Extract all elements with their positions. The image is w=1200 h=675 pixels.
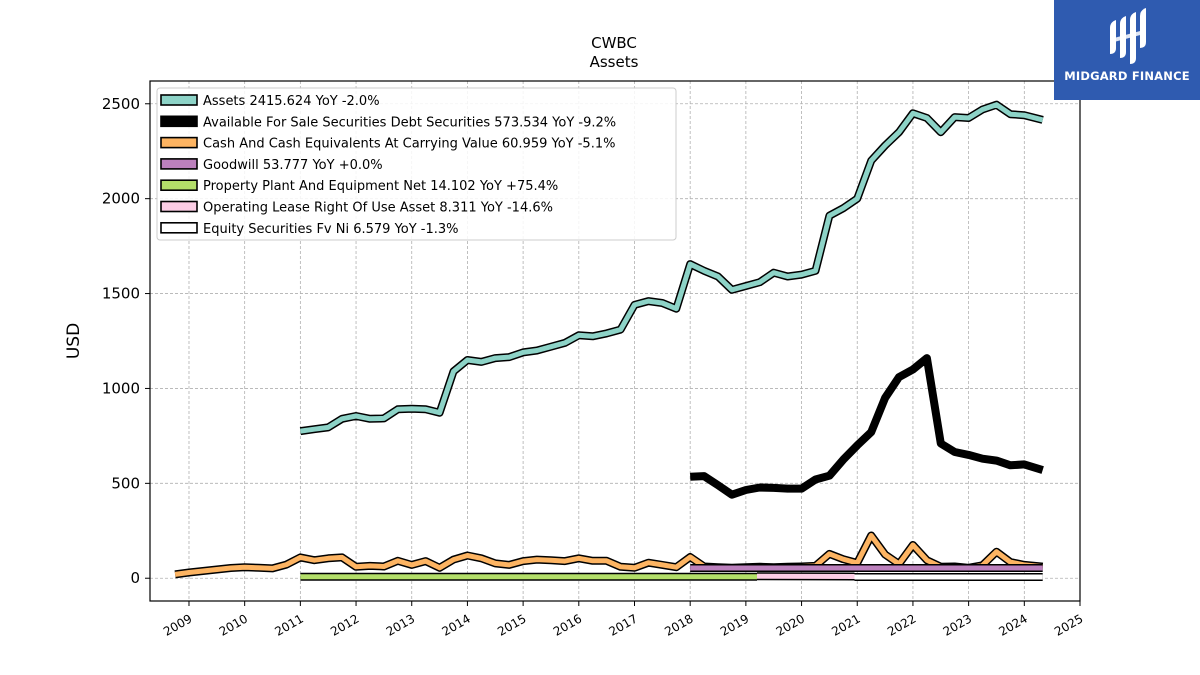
legend-box: [156, 87, 677, 241]
legend-label-assets: Assets 2415.624 YoY -2.0%: [203, 94, 380, 109]
x-tick-label: 2021: [829, 611, 862, 638]
x-tick-label: 2012: [328, 611, 361, 638]
legend-swatch-equity-securities-fv-ni: [160, 222, 198, 234]
plot-frame: [149, 80, 1081, 602]
x-tick-label: 2025: [1052, 611, 1085, 638]
legend-label-equity-securities-fv-ni: Equity Securities Fv Ni 6.579 YoY -1.3%: [203, 222, 459, 237]
x-tick-label: 2020: [774, 611, 807, 638]
x-tick-label: 2009: [161, 611, 194, 638]
x-tick-label: 2017: [607, 611, 640, 638]
series-line-assets: [300, 102, 1044, 434]
x-tick-label: 2011: [272, 611, 305, 638]
series-line-available-for-sale-securities-debt-securities: [690, 354, 1044, 499]
y-tick-label: 1000: [102, 379, 140, 397]
x-tick-label: 2018: [662, 611, 695, 638]
legend-swatch-cash-and-cash-equivalents-at-carrying-value: [160, 136, 198, 149]
x-tick-label: 2010: [217, 611, 250, 638]
y-tick-label: 2000: [102, 190, 140, 208]
chart-title: CWBC: [591, 34, 637, 52]
legend-swatch-operating-lease-right-of-use-asset: [160, 200, 198, 213]
legend-swatch-assets: [160, 94, 198, 106]
series-line-cash-and-cash-equivalents-at-carrying-value: [174, 533, 1043, 577]
legend-swatch-property-plant-and-equipment-net: [160, 179, 198, 191]
legend-label-cash-and-cash-equivalents-at-carrying-value: Cash And Cash Equivalents At Carrying Va…: [203, 137, 615, 152]
chart-subtitle: Assets: [590, 53, 639, 71]
x-tick-label: 2022: [885, 611, 918, 638]
legend-label-goodwill: Goodwill 53.777 YoY +0.0%: [203, 158, 383, 173]
x-tick-label: 2014: [439, 611, 472, 638]
legend: Assets 2415.624 YoY -2.0% Available For S…: [156, 87, 677, 241]
x-tick-label: 2015: [495, 611, 528, 638]
brand-name: MIDGARD FINANCE: [1064, 69, 1190, 83]
y-tick-label: 1500: [102, 285, 140, 303]
series-layer: [174, 100, 1044, 581]
x-tick-label: 2024: [996, 611, 1029, 638]
y-axis-label: USD: [64, 323, 84, 359]
x-tick-label: 2019: [718, 611, 751, 638]
legend-swatch-goodwill: [160, 158, 198, 170]
brand-mark-icon: [1110, 8, 1146, 64]
y-tick-label: 0: [130, 569, 140, 587]
legend-swatch-available-for-sale-securities-debt-securities: [160, 115, 198, 128]
legend-label-available-for-sale-securities-debt-securities: Available For Sale Securities Debt Secur…: [203, 115, 616, 130]
x-tick-label: 2023: [941, 611, 974, 638]
y-tick-label: 2500: [102, 95, 140, 113]
x-tick-label: 2016: [551, 611, 584, 638]
legend-label-operating-lease-right-of-use-asset: Operating Lease Right Of Use Asset 8.311…: [203, 201, 553, 216]
y-tick-label: 500: [111, 474, 140, 492]
legend-label-property-plant-and-equipment-net: Property Plant And Equipment Net 14.102 …: [203, 179, 558, 194]
x-tick-label: 2013: [384, 611, 417, 638]
brand-logo: MIDGARD FINANCE: [1054, 0, 1200, 100]
